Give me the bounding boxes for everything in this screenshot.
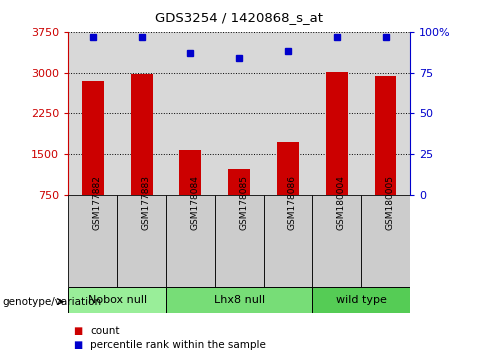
Bar <box>264 195 312 287</box>
Text: GSM178085: GSM178085 <box>239 175 248 229</box>
Bar <box>361 195 410 287</box>
Bar <box>228 169 250 195</box>
Text: genotype/variation: genotype/variation <box>2 297 102 307</box>
Text: percentile rank within the sample: percentile rank within the sample <box>90 340 266 350</box>
Bar <box>166 287 312 313</box>
Bar <box>82 81 103 195</box>
Text: GSM178084: GSM178084 <box>190 175 199 229</box>
Bar <box>215 195 264 287</box>
Bar <box>312 195 361 287</box>
Bar <box>68 287 166 313</box>
Bar <box>131 74 152 195</box>
Text: count: count <box>90 326 120 336</box>
Text: Nobox null: Nobox null <box>87 295 147 305</box>
Bar <box>375 76 396 195</box>
Bar <box>117 195 166 287</box>
Text: ■: ■ <box>73 340 82 350</box>
Text: GDS3254 / 1420868_s_at: GDS3254 / 1420868_s_at <box>155 11 323 24</box>
Text: GSM180005: GSM180005 <box>386 175 394 229</box>
Text: GSM177883: GSM177883 <box>142 175 150 229</box>
Text: ■: ■ <box>73 326 82 336</box>
Bar <box>312 287 410 313</box>
Text: GSM178086: GSM178086 <box>288 175 297 229</box>
Bar <box>277 142 299 195</box>
Bar <box>166 195 215 287</box>
Bar <box>180 150 201 195</box>
Text: GSM177882: GSM177882 <box>93 175 102 229</box>
Bar <box>68 195 117 287</box>
Text: GSM180004: GSM180004 <box>337 175 346 229</box>
Bar <box>326 72 347 195</box>
Text: wild type: wild type <box>336 295 386 305</box>
Text: Lhx8 null: Lhx8 null <box>214 295 264 305</box>
